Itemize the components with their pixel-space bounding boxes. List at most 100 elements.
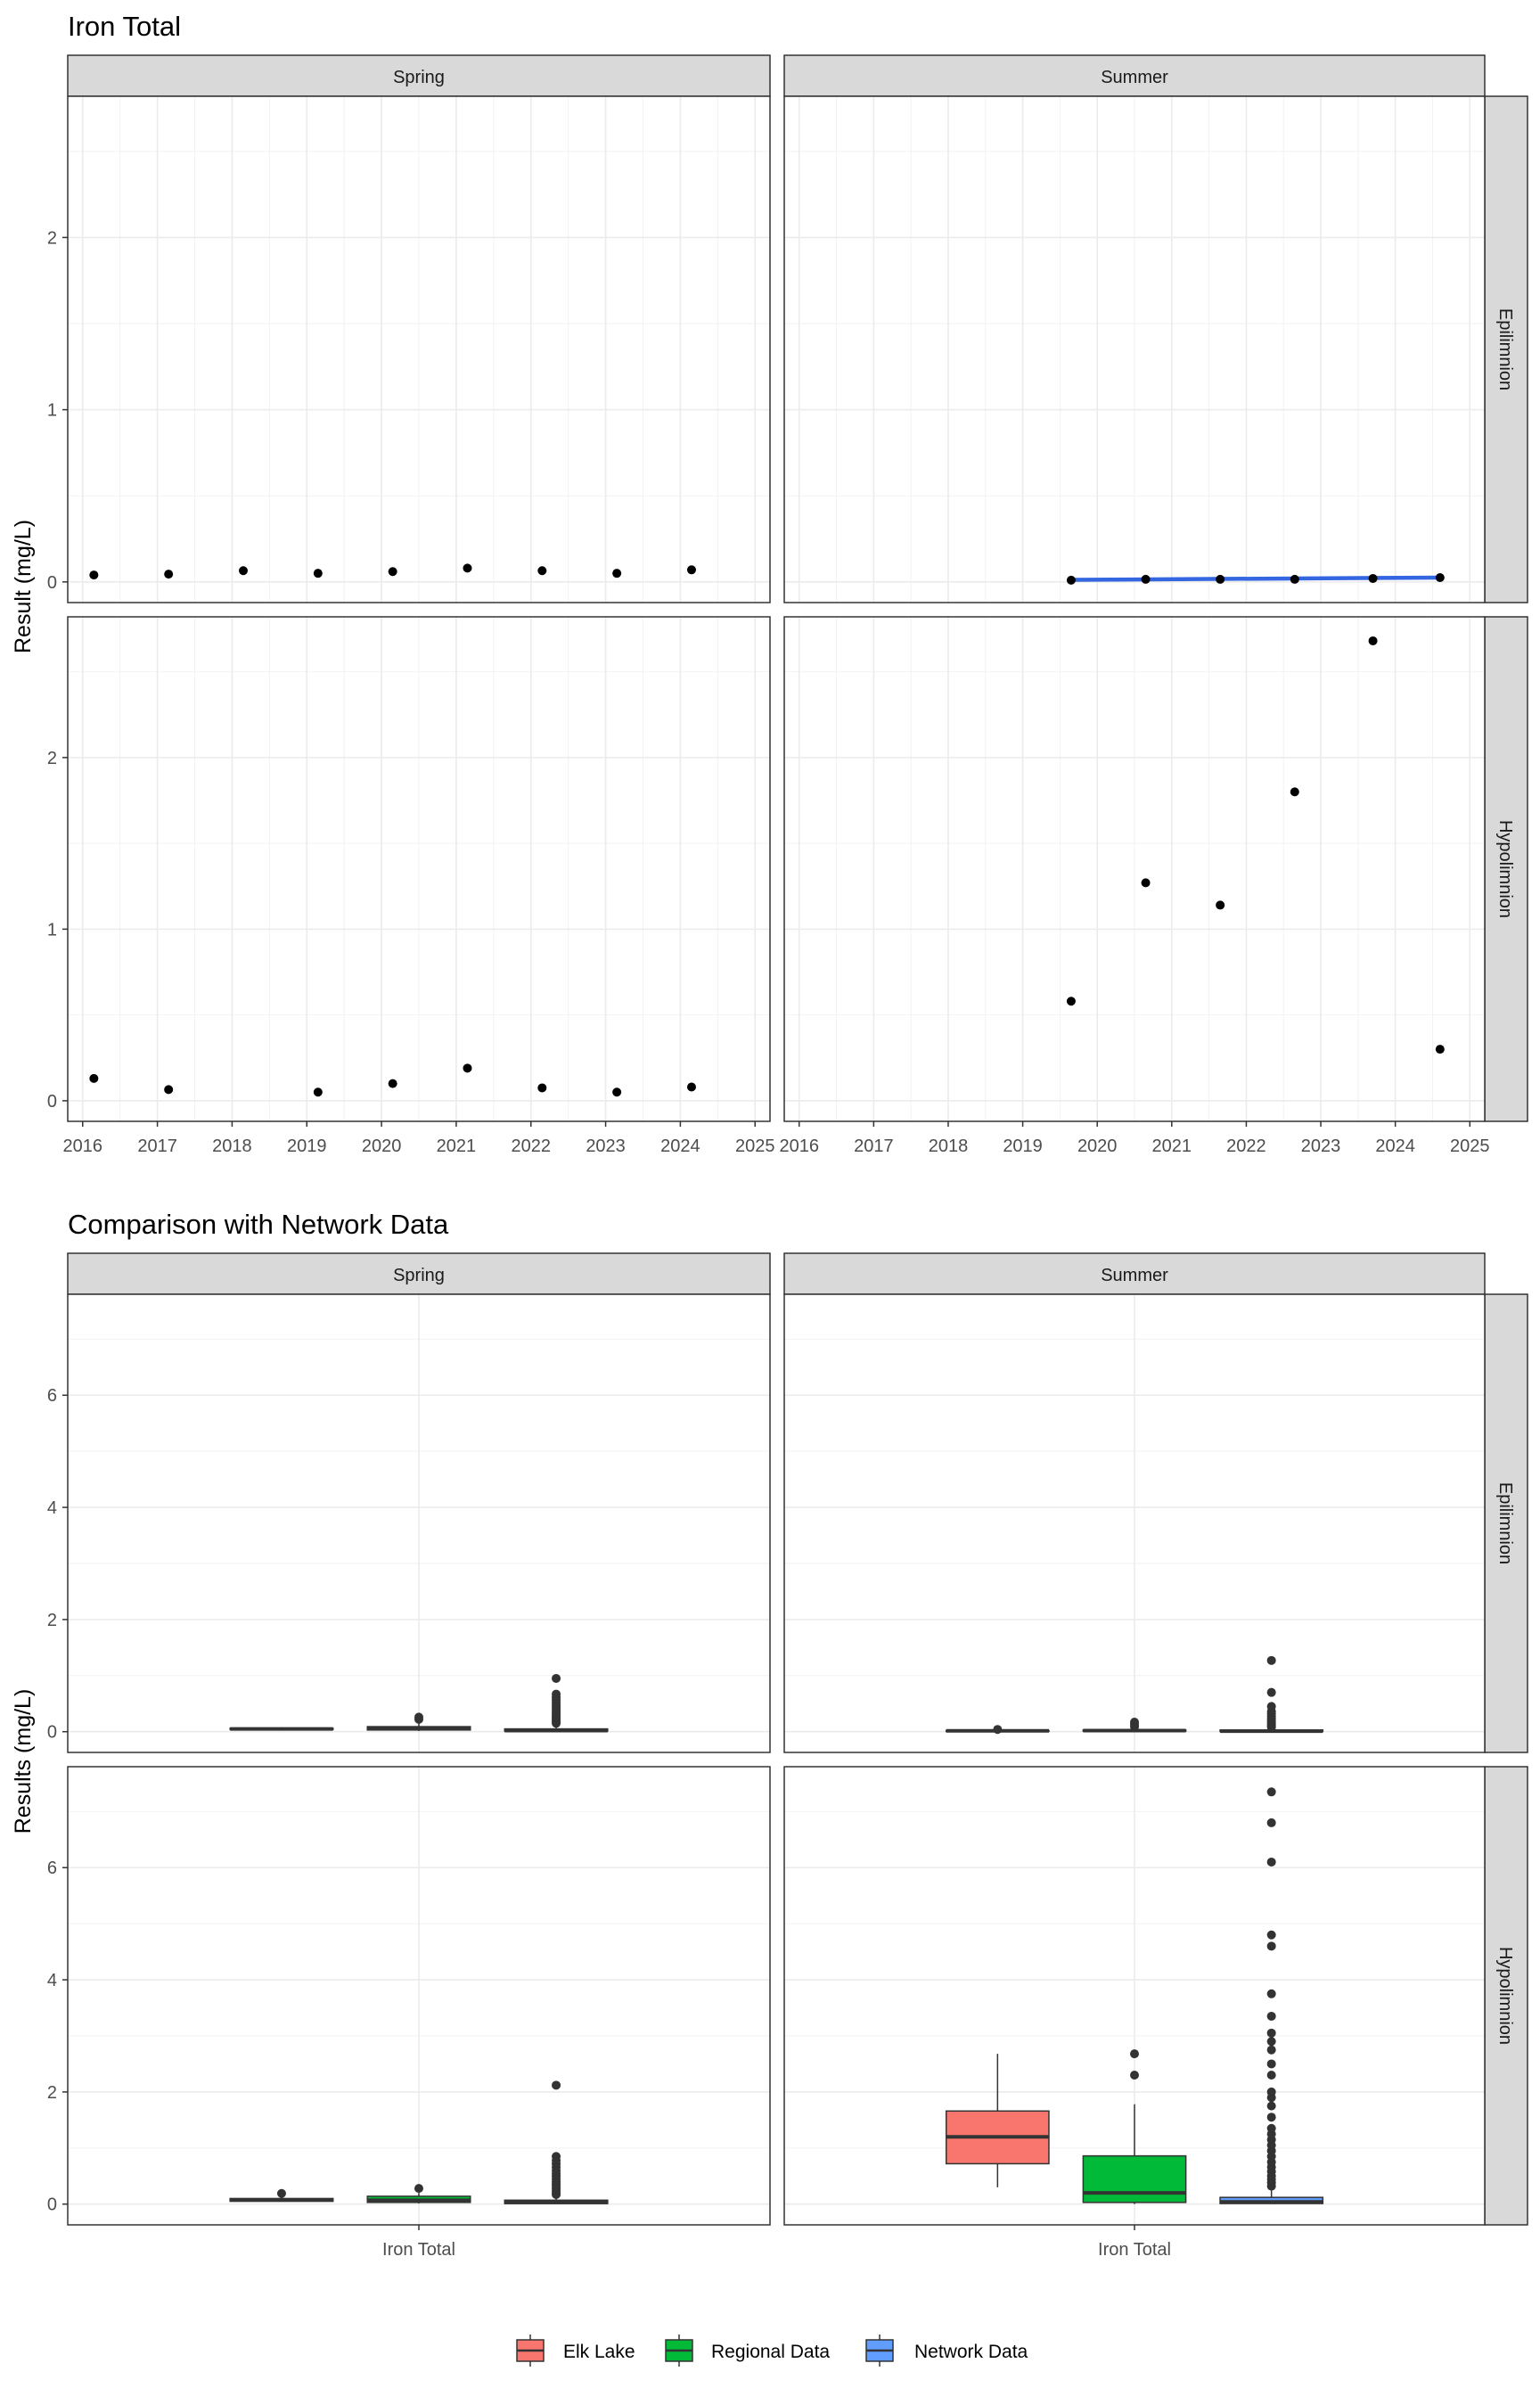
y-tick-label: 0 — [47, 1723, 57, 1743]
data-point — [388, 567, 397, 577]
box-regional-data — [1082, 2049, 1187, 2204]
outlier-point — [1266, 1687, 1276, 1697]
y-tick-label: 6 — [47, 1386, 57, 1406]
box-regional-data — [1082, 1718, 1187, 1733]
chart2-strip-label-spring: Spring — [393, 1266, 445, 1285]
box-network-data — [504, 2080, 609, 2204]
legend: Elk Lake Regional Data Network Data — [516, 2334, 1028, 2367]
outlier-point — [1266, 2037, 1276, 2047]
data-point — [313, 569, 323, 578]
outlier-point — [414, 1712, 423, 1722]
outlier-point — [1266, 2113, 1276, 2122]
data-point — [164, 570, 174, 579]
chart2-strip-spring — [67, 1252, 771, 1295]
x-tick-label: 2017 — [137, 1136, 177, 1156]
chart-root: Iron Total Result (mg/L) Spring Summer Epili… — [11, 11, 1528, 2367]
chart1-strip-summer — [783, 54, 1486, 97]
x-tick-label: 2023 — [586, 1136, 626, 1156]
chart2-row-label-epilimnion: Epilimnion — [1495, 1482, 1515, 1564]
data-point — [537, 566, 547, 576]
data-point — [537, 1083, 547, 1093]
data-point — [612, 569, 622, 578]
panel-border — [783, 616, 1486, 1122]
outlier-point — [1266, 2028, 1276, 2038]
box-elk-lake — [229, 2188, 334, 2203]
legend-key-regional-data — [665, 2334, 693, 2367]
box-network-data — [504, 1673, 609, 1733]
outlier-point — [1266, 1787, 1276, 1797]
panel-border — [783, 1293, 1486, 1753]
box-regional-data — [366, 1712, 471, 1732]
chart1-strip-label-summer: Summer — [1101, 68, 1168, 87]
panel-border — [783, 95, 1486, 603]
box-body — [1082, 2154, 1187, 2203]
legend-label: Elk Lake — [563, 2342, 635, 2362]
x-tick-label: 2017 — [854, 1136, 894, 1156]
chart2-panel-summer-hypolimnion — [783, 1766, 1486, 2226]
legend-label: Network Data — [914, 2342, 1028, 2362]
legend-label: Regional Data — [711, 2342, 830, 2362]
x-tick-label: 2021 — [437, 1136, 477, 1156]
outlier-point — [276, 2188, 286, 2198]
y-tick-label: 2 — [47, 2083, 57, 2103]
outlier-point — [1266, 2123, 1276, 2133]
outlier-point — [993, 1725, 1003, 1735]
chart2-y-axis-title: Results (mg/L) — [11, 1689, 36, 1834]
x-tick-label: 2021 — [1152, 1136, 1192, 1156]
chart2-panel-spring-hypolimnion — [67, 1766, 771, 2226]
data-point — [89, 1073, 99, 1083]
x-tick-label: 2016 — [63, 1136, 103, 1156]
y-tick-label: 1 — [47, 401, 57, 421]
chart1-strip-spring — [67, 54, 771, 97]
y-tick-label: 4 — [47, 1971, 57, 1990]
data-point — [686, 565, 696, 575]
chart1-panel-summer-hypolimnion — [783, 616, 1486, 1122]
data-point — [1368, 573, 1378, 583]
data-point — [463, 1063, 472, 1073]
outlier-point — [552, 1673, 561, 1683]
data-point — [164, 1085, 174, 1095]
panel-border — [67, 95, 771, 603]
x-tick-label: 2024 — [1375, 1136, 1415, 1156]
x-tick-label: 2020 — [1077, 1136, 1118, 1156]
box-elk-lake — [945, 1725, 1050, 1735]
panel-border — [67, 616, 771, 1122]
y-tick-label: 0 — [47, 573, 57, 593]
outlier-point — [1266, 2059, 1276, 2069]
x-tick-label: 2023 — [1301, 1136, 1341, 1156]
outlier-point — [1266, 1930, 1276, 1940]
x-tick-label: 2025 — [1450, 1136, 1490, 1156]
box-regional-data — [366, 2184, 471, 2204]
outlier-point — [1130, 1718, 1139, 1727]
x-tick-label: 2024 — [660, 1136, 700, 1156]
outlier-point — [1130, 2071, 1139, 2080]
data-point — [1290, 574, 1299, 584]
outlier-point — [552, 2152, 561, 2162]
box-network-data — [1219, 1655, 1324, 1734]
legend-key-elk-lake — [516, 2334, 545, 2367]
outlier-point — [1266, 1989, 1276, 1998]
outlier-point — [1266, 1857, 1276, 1867]
outlier-point — [1266, 2045, 1276, 2055]
outlier-point — [414, 2184, 423, 2194]
x-tick-label: 2018 — [929, 1136, 969, 1156]
chart2-row-strip-hypolimnion — [1484, 1766, 1528, 2226]
y-tick-label: 0 — [47, 1092, 57, 1112]
x-tick-label: Iron Total — [382, 2240, 455, 2260]
chart1-y-axis-title: Result (mg/L) — [11, 520, 36, 653]
outlier-point — [1130, 2049, 1139, 2059]
legend-key-network-data — [865, 2334, 894, 2367]
data-point — [612, 1087, 622, 1097]
chart1-panel-summer-epilimnion — [783, 95, 1486, 603]
outlier-point — [552, 1689, 561, 1699]
data-point — [1435, 572, 1445, 582]
data-point — [1066, 575, 1076, 585]
data-point — [1141, 574, 1151, 584]
x-tick-label: 2025 — [735, 1136, 775, 1156]
outlier-point — [1266, 2011, 1276, 2021]
data-point — [239, 566, 248, 576]
panel-border — [67, 1293, 771, 1753]
chart1-strip-label-spring: Spring — [393, 68, 445, 87]
data-point — [1290, 787, 1299, 797]
outlier-point — [1266, 2087, 1276, 2096]
